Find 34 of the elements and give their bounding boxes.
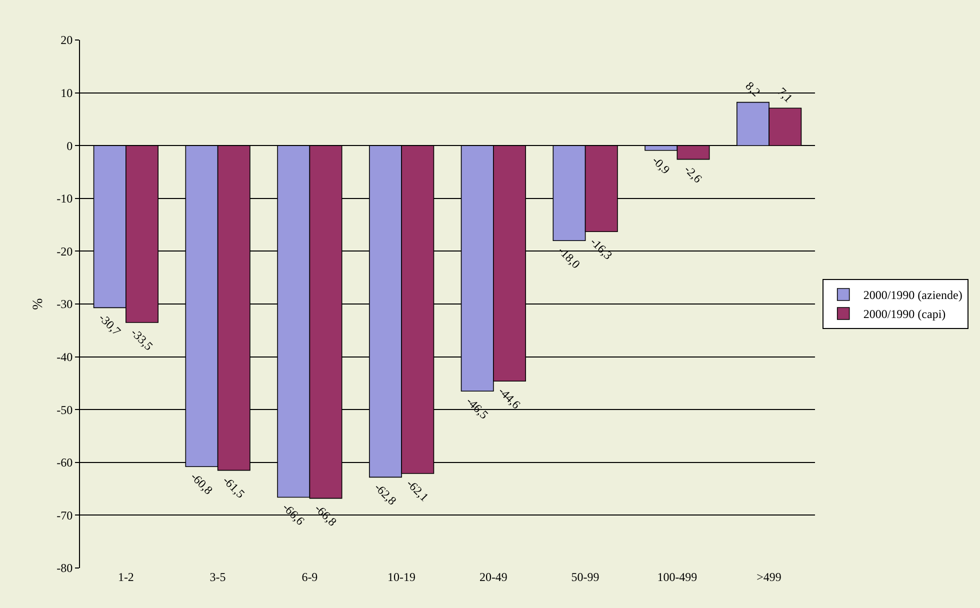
data-label: -60,8 [188, 470, 216, 498]
x-tick-label: 6-9 [302, 570, 318, 584]
y-tick-label: -70 [56, 508, 73, 522]
data-label: -16,3 [588, 234, 616, 262]
y-tick-label: 0 [66, 138, 73, 153]
y-tick-label: -10 [56, 192, 73, 206]
data-label: -62,8 [372, 480, 400, 508]
data-label: -2,6 [682, 162, 705, 186]
y-tick-label: -50 [56, 402, 73, 417]
data-label: -44,6 [496, 384, 524, 412]
y-tick-label: -20 [56, 244, 73, 258]
data-label: -30,7 [96, 310, 124, 338]
x-tick-label: 1-2 [118, 570, 134, 584]
y-tick-label: 10 [60, 86, 73, 100]
data-label: -0,9 [649, 153, 673, 177]
legend-label: 2000/1990 (capi) [863, 307, 946, 322]
legend-label: 2000/1990 (aziende) [863, 288, 962, 302]
x-tick-label: 10-19 [388, 570, 416, 584]
x-tick-label: 50-99 [571, 570, 600, 584]
data-label: -66,6 [280, 500, 308, 528]
x-tick-label: 100-499 [657, 570, 698, 584]
data-label: -61,5 [220, 473, 248, 501]
x-tick-label: 20-49 [479, 570, 508, 584]
data-label: -33,5 [128, 325, 156, 354]
x-tick-label: 3-5 [210, 570, 226, 584]
data-label: -46,5 [464, 394, 492, 422]
data-label: -62,1 [404, 476, 432, 504]
y-axis-title: % [31, 298, 46, 310]
y-tick-label: -80 [56, 561, 73, 576]
y-tick-label: -60 [56, 456, 73, 470]
x-tick-label: >499 [756, 570, 782, 584]
y-tick-label: -30 [56, 297, 73, 312]
y-tick-label: -40 [56, 350, 73, 364]
y-tick-label: 20 [60, 33, 73, 48]
